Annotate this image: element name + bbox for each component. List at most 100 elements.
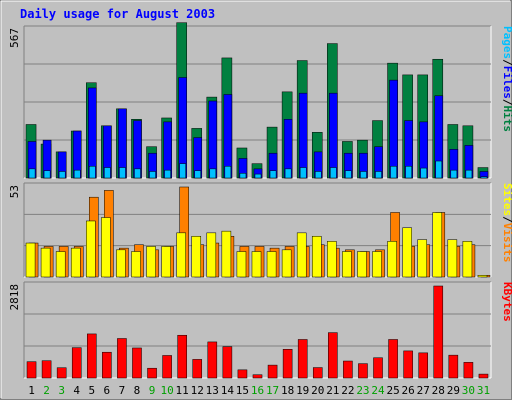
bar-sites-day-11 [176, 232, 186, 278]
x-tick-label-22: 22 [341, 384, 354, 397]
bar-pages-day-14 [224, 166, 232, 179]
x-tick-label-10: 10 [160, 384, 173, 397]
x-tick-label-17: 17 [266, 384, 279, 397]
bar-kbytes-day-29 [448, 354, 459, 379]
bar-sites-day-4 [70, 247, 81, 278]
bar-pages-day-28 [435, 160, 443, 179]
x-tick-label-6: 6 [104, 384, 111, 397]
bar-sites-day-25 [387, 241, 397, 278]
legend-kbytes: KBytes [501, 282, 512, 322]
x-tick-label-29: 29 [447, 384, 460, 397]
bar-files-day-14 [223, 94, 233, 179]
bar-pages-day-11 [179, 163, 186, 179]
x-tick-label-27: 27 [417, 384, 430, 397]
bar-pages-day-1 [28, 168, 36, 179]
x-tick-label-18: 18 [281, 384, 294, 397]
legend-visits: Visits [501, 223, 512, 263]
x-tick-label-20: 20 [311, 384, 324, 397]
bar-sites-day-1 [25, 242, 36, 278]
bar-sites-day-5 [86, 220, 96, 278]
bar-files-day-25 [389, 79, 398, 179]
x-tick-label-25: 25 [386, 384, 399, 397]
bar-pages-day-15 [239, 173, 247, 179]
bar-pages-day-26 [405, 166, 412, 179]
bar-kbytes-day-8 [132, 347, 142, 379]
bar-sites-day-8 [131, 251, 141, 278]
bar-pages-day-30 [465, 169, 473, 179]
bar-sites-day-13 [206, 232, 217, 278]
bar-sites-day-30 [462, 241, 473, 278]
bar-pages-day-9 [149, 171, 156, 179]
legend-separator: / [501, 99, 512, 106]
bar-pages-day-25 [390, 166, 397, 179]
legend-sites: Sites [501, 183, 512, 216]
bar-kbytes-day-24 [373, 357, 383, 379]
x-tick-label-9: 9 [149, 384, 156, 397]
x-tick-label-16: 16 [251, 384, 264, 397]
bar-pages-day-27 [420, 167, 427, 179]
bar-kbytes-day-5 [87, 333, 97, 379]
x-tick-label-12: 12 [191, 384, 204, 397]
bar-kbytes-day-7 [117, 338, 127, 379]
x-tick-label-11: 11 [176, 384, 189, 397]
bar-pages-day-20 [314, 171, 322, 179]
bar-sites-day-6 [101, 217, 111, 278]
chart-title: Daily usage for August 2003 [20, 7, 215, 21]
bar-pages-day-19 [299, 167, 307, 179]
bar-sites-day-3 [55, 251, 66, 278]
legend-separator: / [501, 216, 512, 223]
x-tick-label-21: 21 [326, 384, 339, 397]
right-legend-visits: Sites/Visits [501, 183, 512, 263]
bar-sites-day-21 [327, 241, 337, 278]
bar-kbytes-day-20 [312, 367, 323, 379]
bar-pages-day-8 [134, 168, 141, 179]
bar-kbytes-day-15 [237, 369, 248, 379]
bar-pages-day-21 [330, 167, 337, 179]
bar-kbytes-day-11 [177, 334, 187, 379]
right-legend-kbytes: KBytes [501, 282, 512, 322]
bar-sites-day-23 [357, 251, 367, 278]
bar-pages-day-12 [194, 170, 202, 179]
bar-pages-day-18 [284, 168, 292, 179]
bar-sites-day-16 [251, 251, 262, 278]
bar-kbytes-day-9 [147, 367, 157, 379]
x-tick-label-2: 2 [43, 384, 50, 397]
bar-sites-day-20 [311, 235, 322, 278]
bar-pages-day-16 [254, 173, 262, 179]
bar-pages-day-24 [375, 171, 382, 179]
x-tick-label-30: 30 [462, 384, 475, 397]
bar-pages-day-5 [89, 166, 96, 179]
y-max-label: 53 [8, 185, 21, 198]
bar-sites-day-26 [402, 227, 412, 278]
bar-sites-day-22 [342, 251, 352, 278]
x-tick-label-19: 19 [296, 384, 309, 397]
bar-sites-day-10 [161, 246, 171, 278]
x-tick-label-14: 14 [221, 384, 235, 397]
panel-bg [24, 282, 491, 378]
x-tick-label-3: 3 [58, 384, 65, 397]
bar-sites-day-9 [146, 246, 156, 278]
legend-pages: Pages [501, 26, 512, 59]
bar-kbytes-day-1 [26, 361, 37, 379]
x-tick-label-8: 8 [134, 384, 141, 397]
legend-text: KBytes [501, 282, 512, 322]
bar-kbytes-day-27 [418, 352, 428, 379]
bar-pages-day-22 [345, 170, 352, 179]
bar-sites-day-29 [447, 239, 458, 278]
bar-sites-day-18 [281, 249, 292, 278]
bar-sites-day-28 [432, 212, 443, 278]
bar-kbytes-day-21 [328, 332, 338, 379]
x-tick-label-5: 5 [88, 384, 95, 397]
bar-kbytes-day-16 [252, 374, 263, 379]
bar-kbytes-day-23 [358, 363, 368, 379]
bar-pages-day-2 [43, 170, 51, 179]
bar-kbytes-day-10 [162, 355, 172, 379]
x-tick-label-26: 26 [402, 384, 415, 397]
bar-pages-day-4 [73, 169, 81, 179]
x-tick-label-13: 13 [206, 384, 219, 397]
panel-kbytes: 2818 KBytes [8, 281, 512, 379]
bar-sites-day-19 [296, 232, 307, 278]
bar-kbytes-day-4 [71, 347, 82, 379]
bar-sites-day-31 [477, 275, 488, 278]
